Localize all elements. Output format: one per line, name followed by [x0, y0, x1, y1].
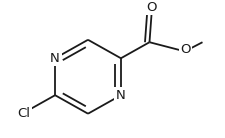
Text: N: N	[115, 89, 125, 102]
Text: N: N	[50, 52, 60, 65]
Text: Cl: Cl	[17, 107, 30, 120]
Text: O: O	[146, 1, 156, 14]
Text: O: O	[180, 43, 190, 56]
